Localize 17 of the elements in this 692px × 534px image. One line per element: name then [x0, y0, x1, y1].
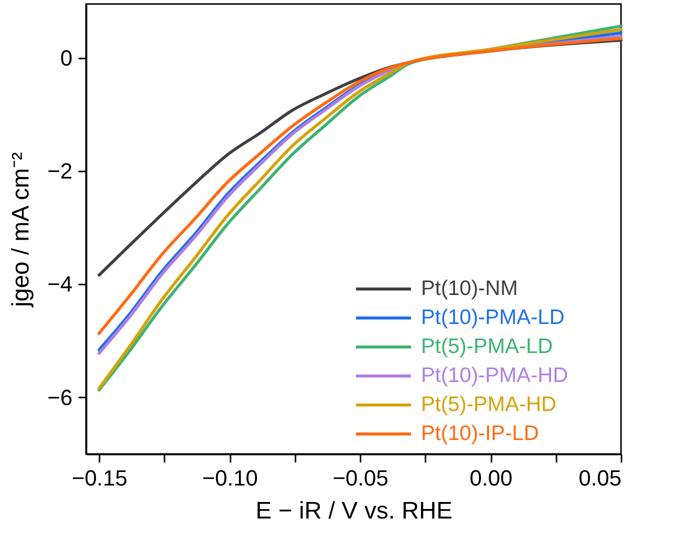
x-axis-title: E − iR / V vs. RHE — [256, 498, 452, 524]
x-tick-label: 0.00 — [470, 466, 512, 490]
legend-label: Pt(5)-PMA-LD — [421, 335, 553, 358]
legend-label: Pt(10)-PMA-HD — [421, 364, 568, 387]
x-tick-label: −0.15 — [72, 466, 128, 490]
y-tick-label: 0 — [60, 45, 72, 70]
x-tick-label: −0.10 — [202, 466, 258, 490]
x-tick-label: 0.05 — [578, 466, 622, 490]
y-axis-title: jgeo / mA cm⁻² — [7, 152, 34, 308]
legend-label: Pt(10)-IP-LD — [421, 422, 539, 445]
y-tick-label: −6 — [47, 384, 72, 410]
legend-label: Pt(5)-PMA-HD — [421, 393, 556, 416]
y-tick-label: −4 — [47, 272, 72, 297]
legend-label: Pt(10)-PMA-LD — [421, 306, 565, 329]
x-tick-label: −0.05 — [332, 466, 388, 490]
y-tick-label: −2 — [47, 158, 72, 184]
legend-label: Pt(10)-NM — [421, 277, 518, 300]
